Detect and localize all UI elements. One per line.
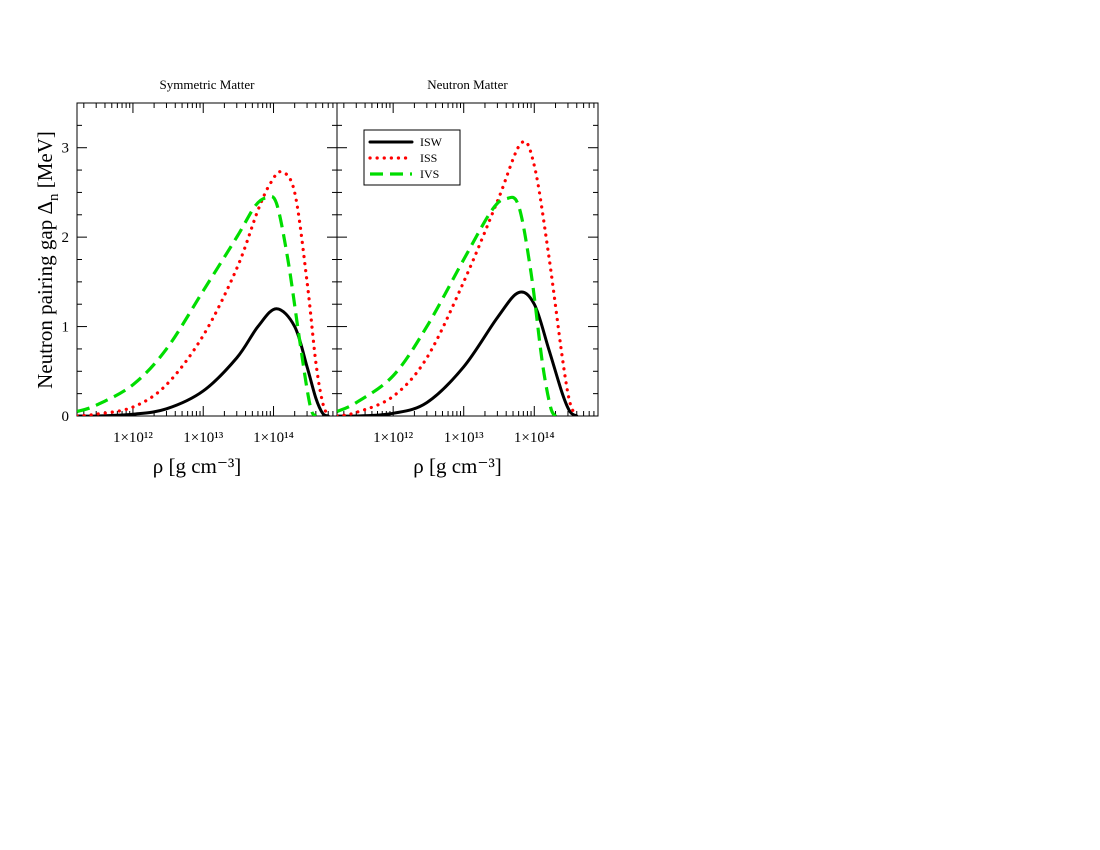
legend-box [363,129,461,186]
x-tick-label: 1×10¹³ [183,430,223,446]
series-isw [77,307,330,416]
legend: ISW ISS IVS [363,129,461,186]
x-axis-label: ρ [g cm⁻³] [153,454,242,478]
panel-symmetric-matter: Symmetric Matter 1×10¹² 1×10¹³ 1×10¹⁴ 0 1 2 3 ρ … [62,77,338,478]
y-tick-label: 3 [62,141,70,157]
series-ivs [337,195,557,416]
series-iss [337,139,579,416]
panel-title: Neutron Matter [427,77,508,92]
legend-label-isw: ISW [420,135,443,149]
y-axis-label: Neutron pairing gap Δn [MeV] [33,131,62,389]
x-tick-label: 1×10¹⁴ [253,430,294,446]
y-tick-label: 2 [62,230,70,246]
series-iss [77,170,330,416]
legend-label-iss: ISS [420,151,437,165]
x-tick-label: 1×10¹³ [444,430,484,446]
x-tick-label: 1×10¹² [113,430,153,446]
panel-neutron-matter: Neutron Matter 1×10¹² 1×10¹³ 1×10¹⁴ ρ [g cm⁻… [336,77,599,478]
series-isw [337,290,579,416]
y-tick-label: 1 [62,320,70,336]
plot-frame [76,102,338,417]
panel-title: Symmetric Matter [160,77,256,92]
x-tick-label: 1×10¹² [373,430,413,446]
x-axis-label: ρ [g cm⁻³] [413,454,502,478]
y-tick-label: 0 [62,409,70,425]
legend-label-ivs: IVS [420,167,439,181]
series-ivs [77,194,318,416]
x-tick-label: 1×10¹⁴ [514,430,555,446]
